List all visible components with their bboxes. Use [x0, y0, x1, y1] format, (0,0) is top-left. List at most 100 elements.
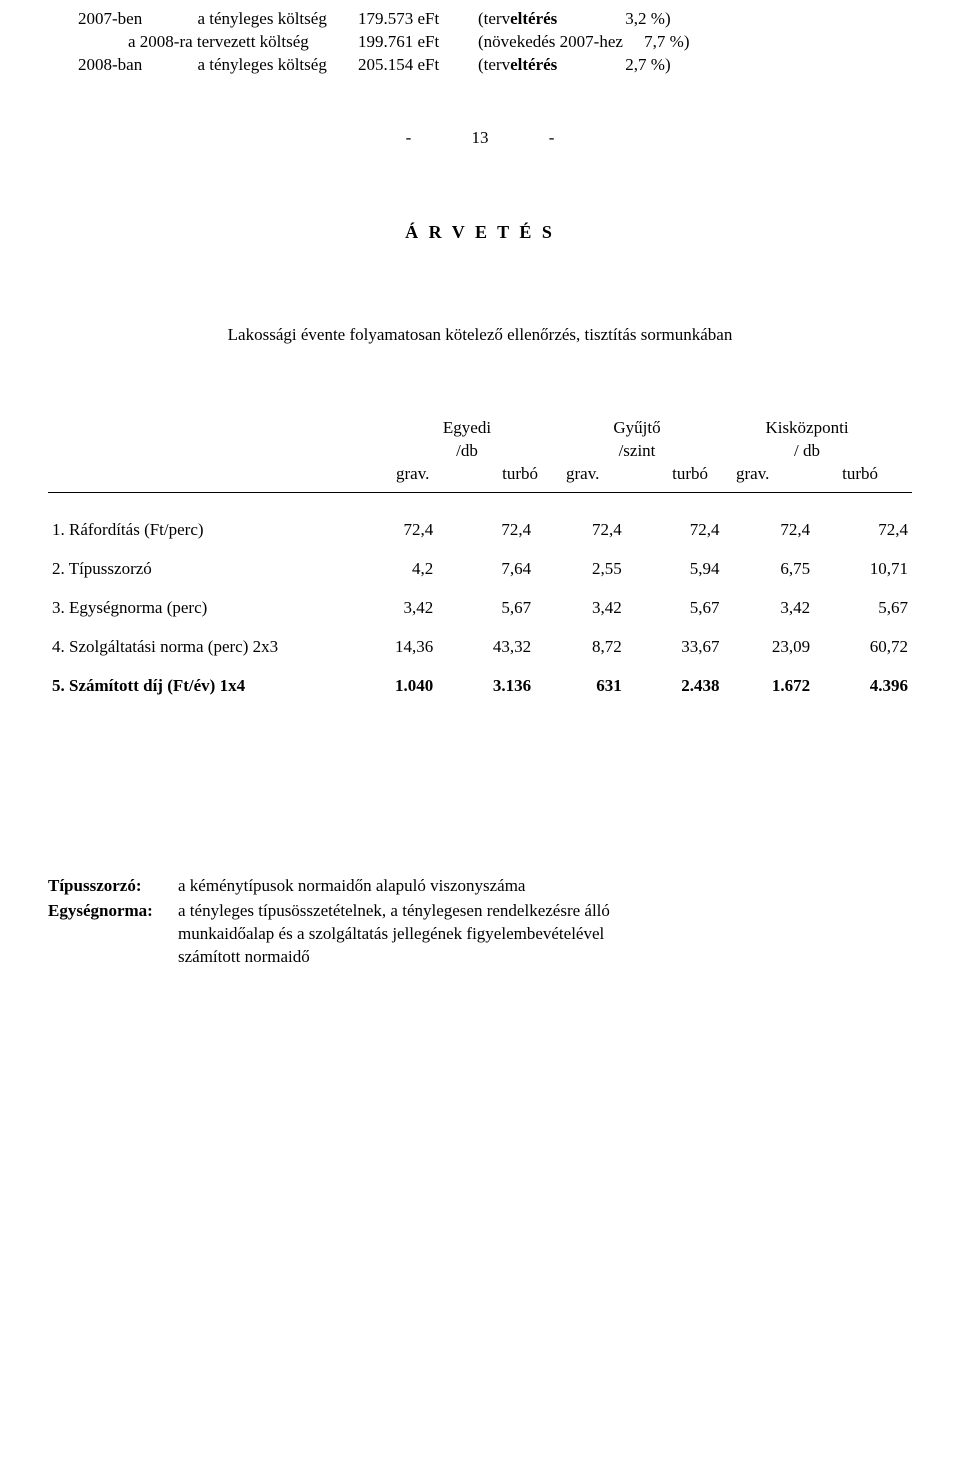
intro-row-3: 2008-ban a tényleges költség 205.154 eFt… [48, 54, 912, 77]
txt: a tényleges költség [197, 9, 326, 28]
table-row: 3. Egységnorma (perc)3,425,673,425,673,4… [48, 589, 912, 628]
txt: számított normaidő [178, 946, 912, 969]
table-row: 5. Számított díj (Ft/év) 1x41.0403.13663… [48, 667, 912, 706]
cell-value: 72,4 [347, 511, 438, 550]
intro-amt: 179.573 eFt [358, 8, 478, 31]
def-body: a tényleges típusösszetételnek, a tényle… [178, 900, 912, 969]
cell-value: 72,4 [814, 511, 912, 550]
sub-grav: grav. [736, 463, 769, 486]
dash: - [521, 127, 583, 150]
txt: őrzés, tisztítás [540, 325, 636, 344]
cell-value: 5,67 [814, 589, 912, 628]
definitions: Típusszorzó: a kéménytípusok normaidőn a… [48, 875, 912, 969]
cell-value: 3,42 [347, 589, 438, 628]
cell-value: 10,71 [814, 550, 912, 589]
cell-value: 23,09 [724, 628, 815, 667]
page-title: Á R V E T É S [48, 220, 912, 244]
cell-value: 7,64 [437, 550, 535, 589]
sub-turbo: turbó [672, 463, 708, 486]
intro-amt: 199.761 eFt [358, 31, 478, 54]
txt: (növekedés 2007-hez [478, 32, 623, 51]
intro-note: (terveltérés 3,2 %) [478, 8, 912, 31]
txt: 2008-ban [78, 55, 142, 74]
cell-value: 3.136 [437, 667, 535, 706]
txt: 2007-ben [78, 9, 142, 28]
def-body: a kéménytípusok normaidőn alapuló viszon… [178, 875, 912, 898]
col-gyujto: Gyűjtő /szint grav. turbó [552, 417, 722, 486]
col-kiskozponti: Kisközponti / db grav. turbó [722, 417, 892, 486]
def-row-1: Típusszorzó: a kéménytípusok normaidőn a… [48, 875, 912, 898]
cell-value: 3,42 [724, 589, 815, 628]
cell-value: 33,67 [626, 628, 724, 667]
txt: (terv [478, 55, 510, 74]
sub-turbo: turbó [502, 463, 538, 486]
cell-value: 631 [535, 667, 626, 706]
txt: Lakossági évente folyamatosan kötelező e… [228, 325, 541, 344]
txt: (terv [478, 9, 510, 28]
col-egyedi: Egyedi /db grav. turbó [382, 417, 552, 486]
col-unit: /szint [552, 440, 722, 463]
row-label: 3. Egységnorma (perc) [48, 589, 347, 628]
txt-bold: eltérés [510, 9, 557, 28]
col-unit: /db [382, 440, 552, 463]
sub-grav: grav. [396, 463, 429, 486]
col-title: Gyűjtő [552, 417, 722, 440]
cell-value: 2,55 [535, 550, 626, 589]
cell-value: 8,72 [535, 628, 626, 667]
cell-value: 43,32 [437, 628, 535, 667]
page-number: 13 [444, 127, 517, 150]
table-row: 1. Ráfordítás (Ft/perc)72,472,472,472,47… [48, 511, 912, 550]
intro-row-2: a 2008-ra tervezett költség 199.761 eFt … [48, 31, 912, 54]
cell-value: 1.672 [724, 667, 815, 706]
row-label: 2. Típusszorzó [48, 550, 347, 589]
cell-value: 3,42 [535, 589, 626, 628]
intro-note: (terveltérés 2,7 %) [478, 54, 912, 77]
dash: - [378, 127, 440, 150]
def-term: Egységnorma: [48, 900, 178, 923]
txt-bold: eltérés [510, 55, 557, 74]
divider [48, 492, 912, 493]
row-label: 1. Ráfordítás (Ft/perc) [48, 511, 347, 550]
page-indicator: - 13 - [48, 127, 912, 150]
cell-value: 4,2 [347, 550, 438, 589]
col-title: Kisközponti [722, 417, 892, 440]
cell-value: 1.040 [347, 667, 438, 706]
txt: sormunkában [636, 325, 732, 344]
txt: a tényleges típusösszetételnek, a tényle… [178, 900, 912, 923]
intro-block: 2007-ben a tényleges költség 179.573 eFt… [48, 8, 912, 77]
sub-grav: grav. [566, 463, 599, 486]
table-row: 2. Típusszorzó4,27,642,555,946,7510,71 [48, 550, 912, 589]
subtitle: Lakossági évente folyamatosan kötelező e… [48, 324, 912, 347]
def-term: Típusszorzó: [48, 875, 178, 898]
intro-row-1: 2007-ben a tényleges költség 179.573 eFt… [48, 8, 912, 31]
intro-note: (növekedés 2007-hez 7,7 %) [478, 31, 912, 54]
txt: a tényleges költség [197, 55, 326, 74]
col-unit: / db [722, 440, 892, 463]
cell-value: 72,4 [724, 511, 815, 550]
txt: 2,7 %) [625, 55, 670, 74]
txt: 7,7 %) [644, 32, 689, 51]
txt: munkaidőalap és a szolgáltatás jellegéne… [178, 923, 912, 946]
cell-value: 14,36 [347, 628, 438, 667]
cell-value: 4.396 [814, 667, 912, 706]
cell-value: 72,4 [626, 511, 724, 550]
cell-value: 2.438 [626, 667, 724, 706]
data-table: 1. Ráfordítás (Ft/perc)72,472,472,472,47… [48, 511, 912, 706]
cell-value: 72,4 [437, 511, 535, 550]
cell-value: 5,94 [626, 550, 724, 589]
cell-value: 60,72 [814, 628, 912, 667]
intro-year: 2008-ban a tényleges költség [48, 54, 358, 77]
column-headers: Egyedi /db grav. turbó Gyűjtő /szint gra… [48, 417, 912, 486]
row-label: 4. Szolgáltatási norma (perc) 2x3 [48, 628, 347, 667]
intro-year: 2007-ben a tényleges költség [48, 8, 358, 31]
def-row-2: Egységnorma: a tényleges típusösszetétel… [48, 900, 912, 969]
cell-value: 5,67 [437, 589, 535, 628]
cell-value: 5,67 [626, 589, 724, 628]
intro-label: a 2008-ra tervezett költség [48, 31, 358, 54]
intro-amt: 205.154 eFt [358, 54, 478, 77]
cell-value: 6,75 [724, 550, 815, 589]
col-title: Egyedi [382, 417, 552, 440]
table-row: 4. Szolgáltatási norma (perc) 2x314,3643… [48, 628, 912, 667]
row-label: 5. Számított díj (Ft/év) 1x4 [48, 667, 347, 706]
txt: 3,2 %) [625, 9, 670, 28]
